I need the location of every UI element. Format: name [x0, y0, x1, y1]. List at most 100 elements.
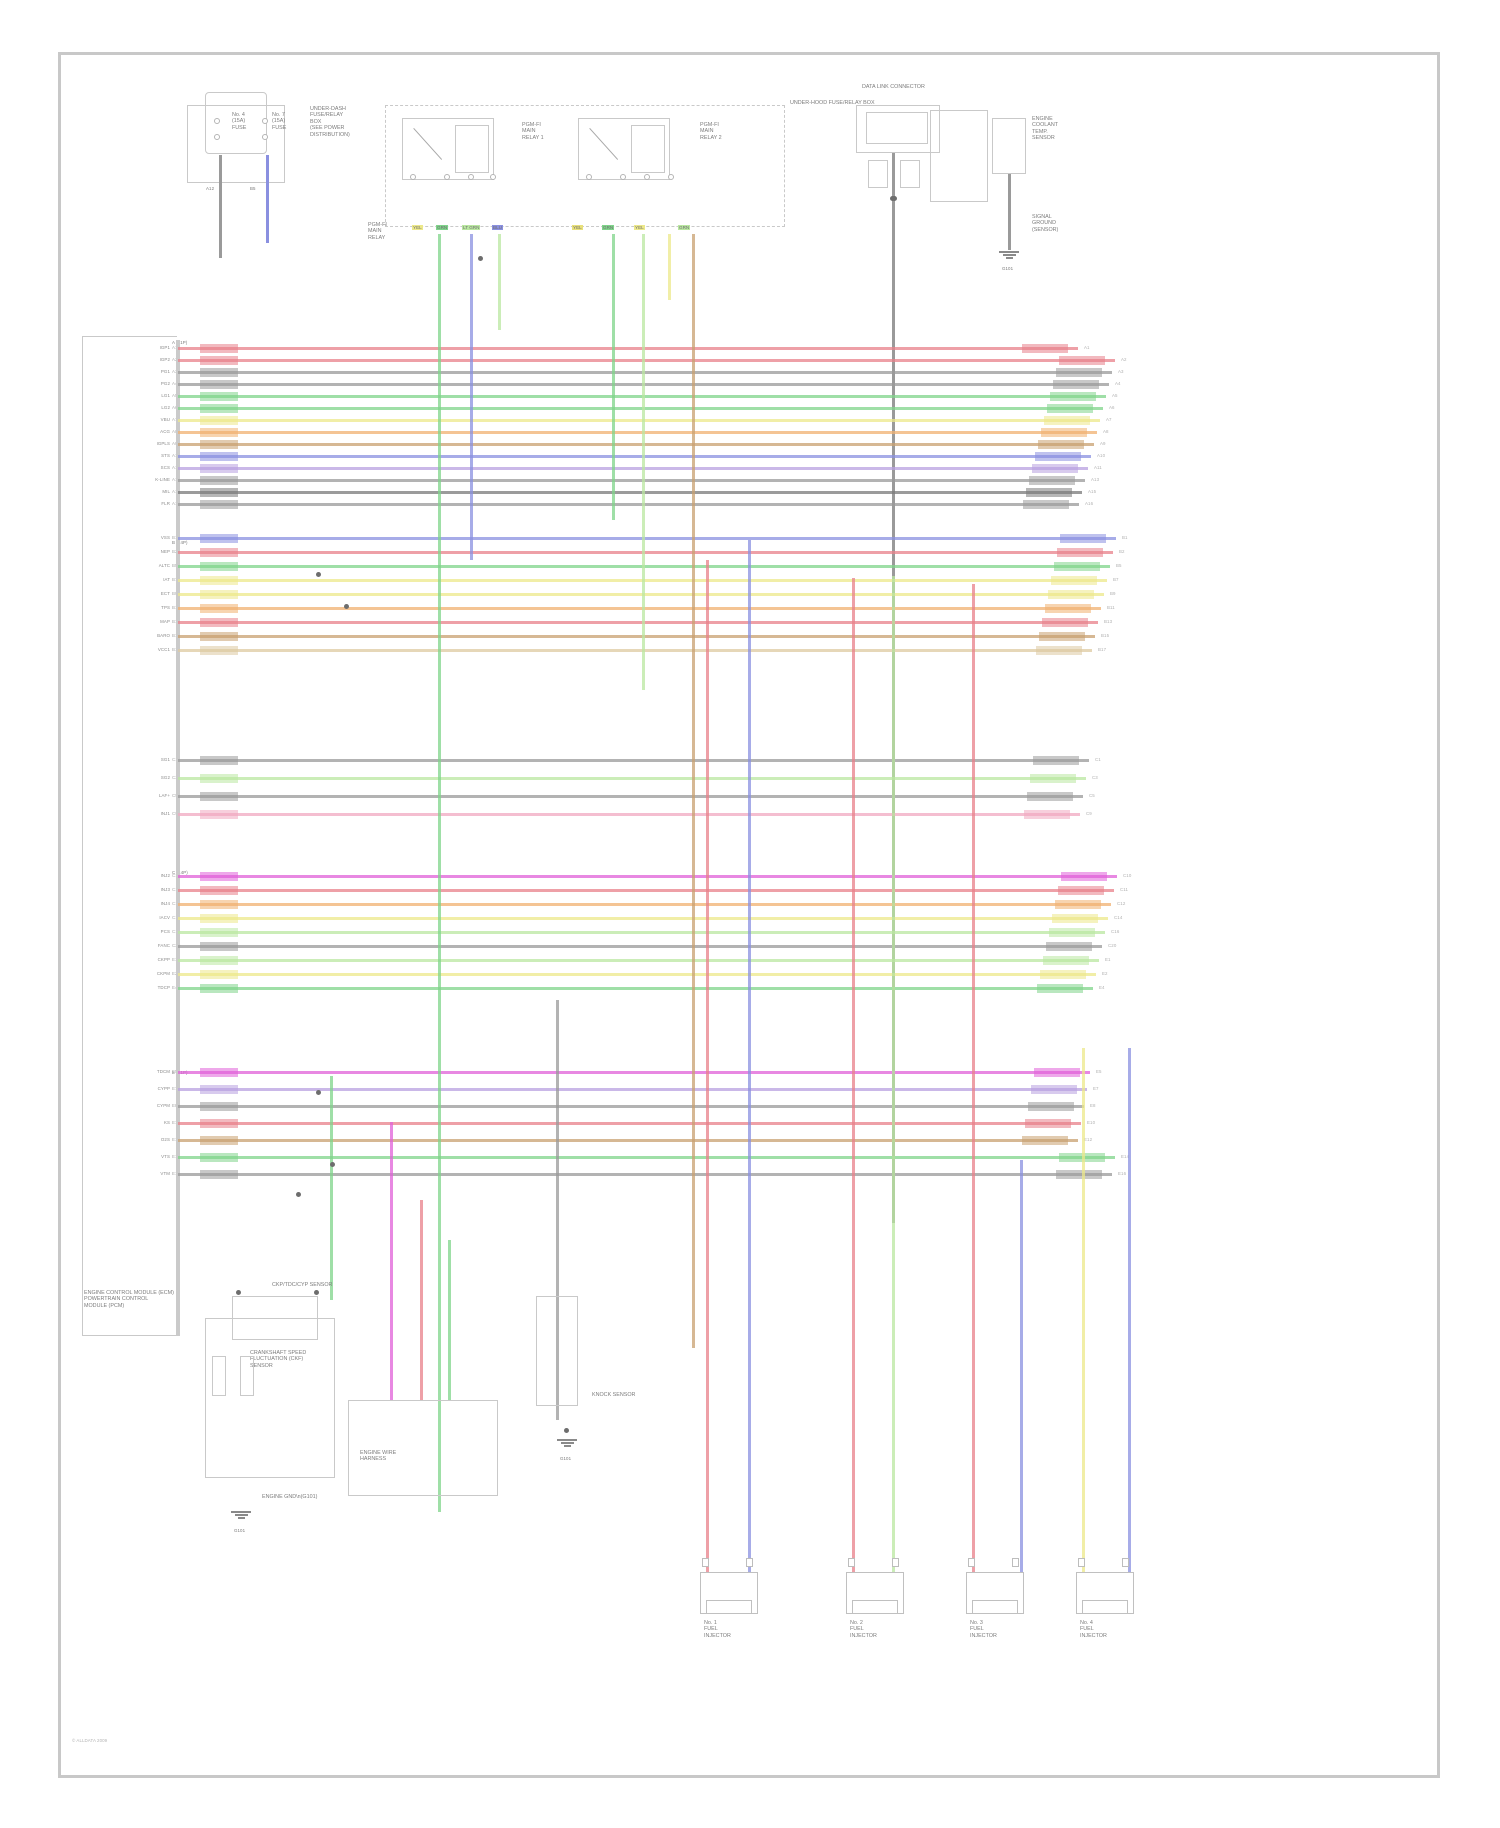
ecm-pin-number: E1 [172, 957, 178, 962]
wire-run-horizontal [178, 1122, 1081, 1125]
ecm-pin-label: IACV [159, 915, 170, 920]
relay-wire-label-2: GRN [436, 225, 449, 231]
ecm-pin-label: CKPP [157, 957, 170, 962]
wire-color-chip-right [1040, 970, 1086, 979]
relay-2-pin1 [586, 174, 592, 180]
wire-color-chip-right [1061, 872, 1107, 881]
wire-run-horizontal [178, 635, 1095, 638]
ecm-pin-label: INJ4 [160, 901, 170, 906]
ecm-pin-label: IGP2 [159, 357, 170, 362]
ecm-pin-number: C11 [172, 887, 180, 892]
pin-fuse-b2 [262, 134, 268, 140]
fuel-injector-terminal-right [892, 1558, 899, 1567]
ckp-module-inner [232, 1296, 318, 1340]
wire-run-horizontal [178, 973, 1096, 976]
wire-run-vertical [748, 540, 751, 1600]
wire-run-horizontal [178, 607, 1101, 610]
wire-color-chip-right [1042, 618, 1088, 627]
wire-color-chip-right [1048, 590, 1094, 599]
wire-color-chip-right [1034, 1068, 1080, 1077]
wire-run-horizontal [178, 1105, 1084, 1108]
dlc-title: DATA LINK CONNECTOR [862, 84, 925, 90]
dlc-sub-box2 [900, 160, 920, 188]
wire-color-chip-right [1024, 810, 1070, 819]
ecm-pin-label: PG2 [160, 381, 170, 386]
wire-run-horizontal [178, 503, 1079, 506]
ecm-pin-label: FLR [161, 501, 170, 506]
ecm-pin-number: B2 [172, 549, 178, 554]
wire-color-chip-right [1035, 452, 1081, 461]
relay-1-pin4 [490, 174, 496, 180]
wire-run-horizontal [178, 551, 1113, 554]
ecm-pin-label: K-LINE [155, 477, 170, 482]
wire-color-chip-right [1028, 1102, 1074, 1111]
ecm-pin-label: VTS [161, 1154, 170, 1159]
wire-color-chip-right [1050, 392, 1096, 401]
relay-2-pin2 [620, 174, 626, 180]
pin-fuse-a2 [214, 134, 220, 140]
ecm-pin-label: LG2 [161, 405, 170, 410]
wire-color-chip-right [1052, 914, 1098, 923]
wire-run-vertical [1128, 1048, 1131, 1600]
wire-color-chip-right [1058, 886, 1104, 895]
wire-run-vertical [438, 234, 441, 1512]
underdash-fuse-label-a: No. 4 (15A) FUSE [232, 112, 247, 131]
ecm-pin-label: NEP [160, 549, 170, 554]
ecm-conn-a: A (31P) [172, 340, 188, 345]
wire-color-chip-right [1036, 646, 1082, 655]
right-pin-number: B5 [1116, 563, 1122, 568]
fuel-injector-label: No. 3 FUEL INJECTOR [970, 1620, 997, 1639]
dlc-frame [930, 110, 988, 202]
wire-run-vertical [642, 234, 645, 690]
relay-2-label: PGM-FI MAIN RELAY 2 [700, 122, 722, 141]
right-pin-number: A7 [1106, 417, 1112, 422]
dlc-sub-box [868, 160, 888, 188]
ecm-pin-number: C1 [172, 757, 178, 762]
ecm-pin-number: B11 [172, 605, 180, 610]
fuel-injector-coil [1082, 1600, 1128, 1614]
wire-run-horizontal [178, 931, 1105, 934]
right-pin-number: C11 [1120, 887, 1129, 892]
ecm-pin-number: A3 [172, 369, 178, 374]
wire-junction-dot [316, 1090, 321, 1095]
relay-2-pin4 [668, 174, 674, 180]
fuse-pin-num-1: A12 [206, 186, 215, 191]
wire-run-vertical [1082, 1048, 1085, 1600]
ecm-pin-number: A7 [172, 417, 178, 422]
ground-label-ckp: G101 [234, 1528, 246, 1533]
ecm-pin-number: C3 [172, 775, 178, 780]
wire-run-horizontal [178, 371, 1112, 374]
right-pin-number: B13 [1104, 619, 1113, 624]
ecm-pin-number: A9 [172, 441, 178, 446]
ecm-conn-c: C (44P) [172, 870, 188, 875]
right-pin-number: B9 [1110, 591, 1116, 596]
wire-color-chip-right [1041, 428, 1087, 437]
wire-run-vertical [892, 576, 895, 1600]
wire-run-horizontal [178, 795, 1083, 798]
right-pin-number: B17 [1098, 647, 1107, 652]
relay-1-label: PGM-FI MAIN RELAY 1 [522, 122, 544, 141]
ecm-pin-label: STS [161, 453, 170, 458]
wire-color-chip-right [1044, 416, 1090, 425]
ecm-conn-b: B (24P) [172, 540, 188, 545]
wire-color-chip-right [1027, 792, 1073, 801]
right-pin-number: A13 [1091, 477, 1100, 482]
wire-run-horizontal [178, 1071, 1090, 1074]
ecm-pin-label: INJ3 [160, 887, 170, 892]
fuel-injector-terminal-right [746, 1558, 753, 1567]
ecm-pin-label: IGP1 [159, 345, 170, 350]
wire-color-chip-right [1023, 500, 1069, 509]
right-pin-number: E7 [1093, 1086, 1099, 1091]
wire-run-vertical [390, 1122, 393, 1400]
wire-run-horizontal [178, 649, 1092, 652]
wire-run-horizontal [178, 987, 1093, 990]
wire-color-chip-right [1022, 1136, 1068, 1145]
ecm-pin-number: B1 [172, 535, 178, 540]
wire-color-chip-right [1054, 562, 1100, 571]
fuel-injector-label: No. 2 FUEL INJECTOR [850, 1620, 877, 1639]
right-pin-number: A4 [1115, 381, 1121, 386]
right-pin-number: E10 [1087, 1120, 1096, 1125]
ecm-pin-label: SG2 [160, 775, 170, 780]
right-pin-number: C9 [1086, 811, 1092, 816]
ecm-connector-spine [176, 340, 180, 1336]
